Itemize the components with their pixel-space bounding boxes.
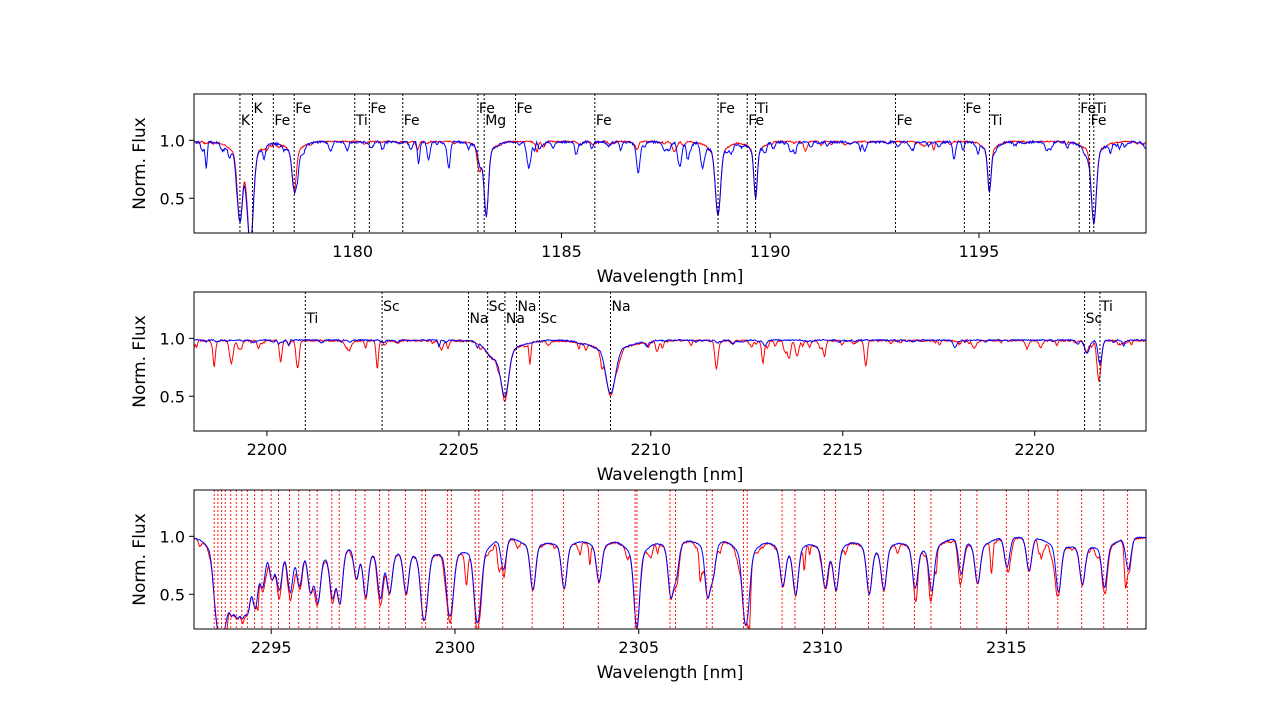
x-tick-label: 1185 — [541, 242, 582, 261]
y-axis-label: Norm. Flux — [130, 315, 150, 408]
spectral-line-label: Ti — [1100, 299, 1113, 315]
spectral-line-label: Mg — [485, 113, 506, 129]
spectral-line-label: Ti — [1094, 101, 1107, 117]
axes-frame — [193, 489, 1147, 630]
x-axis-label: Wavelength [nm] — [597, 465, 744, 485]
axes-frame — [193, 291, 1147, 432]
spectral-line-label: Fe — [1091, 113, 1107, 129]
spectral-line-label: Ti — [756, 101, 769, 117]
x-tick-label: 2310 — [802, 638, 843, 657]
spectral-line-label: Na — [517, 299, 536, 315]
x-tick-label: 2205 — [439, 440, 480, 459]
y-axis-label: Norm. Flux — [130, 117, 150, 210]
plot-area — [194, 338, 1146, 402]
spectrum-series-2 — [194, 338, 1146, 397]
x-tick-label: 2215 — [822, 440, 863, 459]
y-axis-label: Norm. Flux — [130, 513, 150, 606]
x-tick-label: 1195 — [959, 242, 1000, 261]
spectral-line-label: Fe — [596, 113, 612, 129]
spectral-line-label: Ti — [989, 113, 1002, 129]
spectral-line-label: Na — [612, 299, 631, 315]
spectral-line-label: Ti — [355, 113, 368, 129]
spectrum-series-1 — [194, 139, 1146, 233]
y-tick-label: 1.0 — [160, 527, 185, 546]
axes-frame — [193, 93, 1147, 234]
x-tick-label: 2305 — [618, 638, 659, 657]
spectral-line-label: K — [253, 101, 263, 117]
spectral-line-label: Fe — [719, 101, 735, 117]
spectral-line-label: Fe — [748, 113, 764, 129]
spectral-line-label: Sc — [1086, 311, 1103, 327]
y-tick-label: 1.0 — [160, 329, 185, 348]
x-tick-label: 1180 — [332, 242, 373, 261]
x-axis-label: Wavelength [nm] — [597, 267, 744, 287]
y-tick-label: 0.5 — [160, 387, 185, 406]
spectral-line-label: Fe — [965, 101, 981, 117]
x-tick-label: 2315 — [986, 638, 1027, 657]
spectral-line-label: Na — [469, 311, 488, 327]
spectral-line-label: Ti — [305, 311, 318, 327]
spectrum-series-2 — [194, 536, 1146, 629]
chart-panel-3: 2295 2300 2305 2310 2315 0.5 1.0 Wavelength [nm… — [130, 489, 1147, 683]
x-tick-label: 2220 — [1014, 440, 1055, 459]
x-tick-label: 1190 — [750, 242, 791, 261]
x-tick-label: 2300 — [435, 638, 476, 657]
x-tick-label: 2200 — [247, 440, 288, 459]
y-tick-label: 0.5 — [160, 189, 185, 208]
spectral-line-label: Fe — [404, 113, 420, 129]
x-tick-label: 2210 — [630, 440, 671, 459]
chart-panel-1: KKFeFeTiFeFeFeMgFeFeFeFeTiFeFeTiFeFeTi11… — [130, 93, 1147, 287]
spectral-line-label: Sc — [489, 299, 506, 315]
spectrum-series-1 — [194, 338, 1146, 402]
spectrum-series-2 — [194, 139, 1146, 233]
spectral-line-label: Sc — [383, 299, 400, 315]
spectral-line-label: Fe — [517, 101, 533, 117]
y-tick-label: 1.0 — [160, 131, 185, 150]
spectral-line-label: Fe — [479, 101, 495, 117]
spectral-line-label: Na — [506, 311, 525, 327]
spectral-line-label: Fe — [896, 113, 912, 129]
spectral-line-label: Fe — [295, 101, 311, 117]
spectral-line-label: K — [241, 113, 251, 129]
x-axis-label: Wavelength [nm] — [597, 663, 744, 683]
y-tick-label: 0.5 — [160, 585, 185, 604]
spectral-line-label: Fe — [1080, 101, 1096, 117]
plot-area — [194, 139, 1146, 233]
spectral-line-label: Fe — [370, 101, 386, 117]
spectral-line-label: Sc — [540, 311, 557, 327]
x-tick-label: 2295 — [251, 638, 292, 657]
spectral-line-label: Fe — [274, 113, 290, 129]
